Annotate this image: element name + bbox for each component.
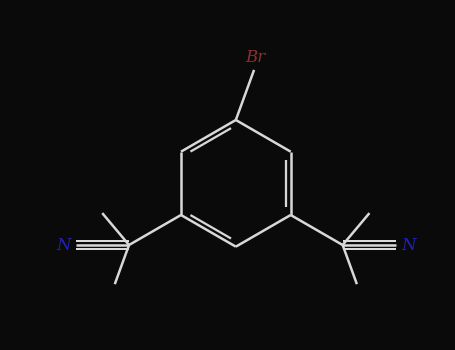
Text: N: N	[401, 237, 415, 253]
Text: N: N	[56, 237, 71, 253]
Text: Br: Br	[246, 49, 266, 66]
